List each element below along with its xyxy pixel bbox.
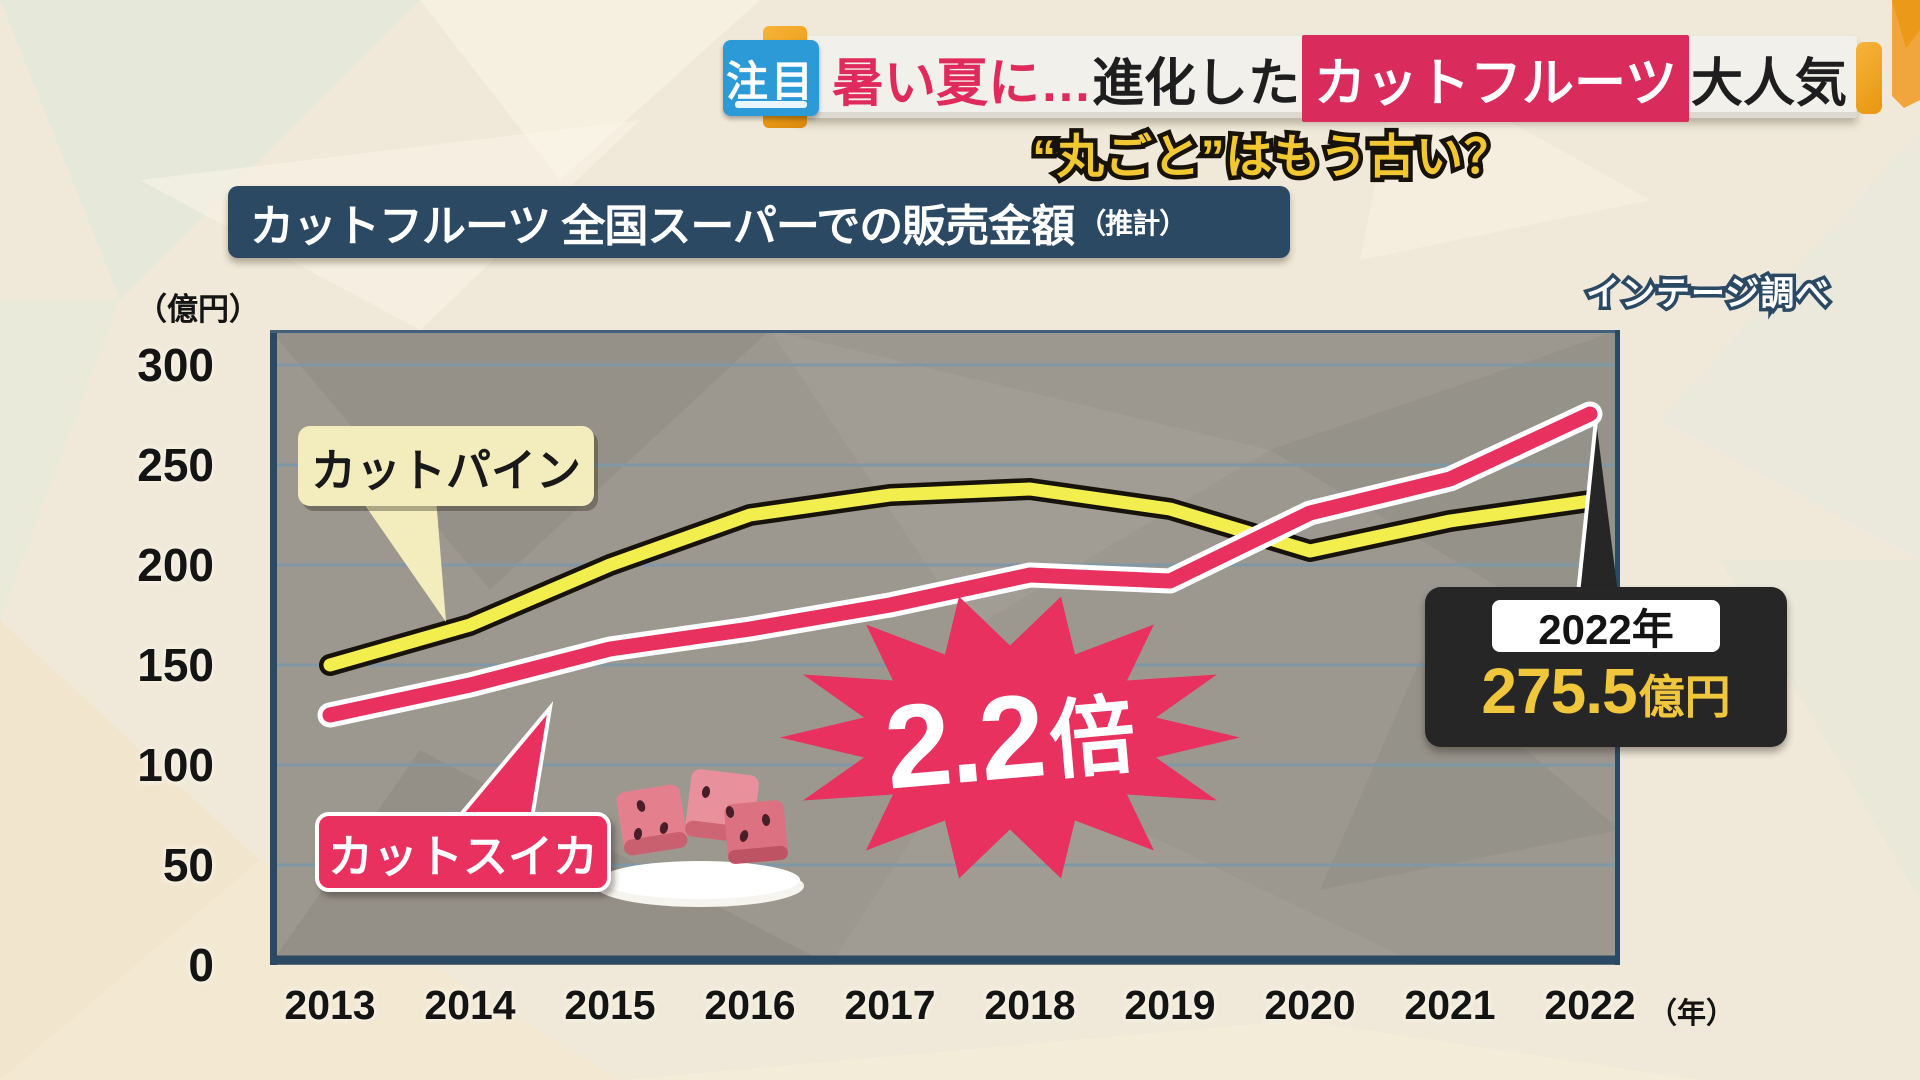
y-tick-label: 250 bbox=[137, 439, 214, 491]
gold-endbar bbox=[1856, 42, 1882, 114]
x-tick-label: 2018 bbox=[984, 982, 1076, 1028]
x-tick-label: 2015 bbox=[564, 982, 656, 1028]
value-callout: 2022年 275.5 億円 bbox=[1425, 587, 1787, 747]
subtitle: “丸ごと”はもう古い？ “丸ごと”はもう古い？ bbox=[1028, 126, 1516, 188]
x-tick-label: 2016 bbox=[704, 982, 796, 1028]
x-tick-label: 2019 bbox=[1124, 982, 1216, 1028]
x-tick-label: 2021 bbox=[1404, 982, 1496, 1028]
chart-title-suffix: （推計） bbox=[1078, 208, 1187, 239]
y-axis-unit-label: （億円） bbox=[136, 292, 260, 327]
x-tick-label: 2014 bbox=[424, 982, 516, 1028]
pine-line bbox=[323, 482, 1597, 672]
headline-part-pink: 暑い夏に… bbox=[832, 54, 1093, 113]
y-tick-label: 150 bbox=[137, 639, 214, 691]
y-tick-label: 300 bbox=[137, 339, 214, 391]
source-credit: インテージ調べ インテージ調べ bbox=[1582, 272, 1832, 317]
attention-badge-label: 注目 bbox=[725, 57, 816, 105]
y-tick-label: 0 bbox=[188, 939, 214, 991]
y-tick-label: 100 bbox=[137, 739, 214, 791]
x-tick-label: 2020 bbox=[1264, 982, 1356, 1028]
pine-series-label: カットパイン bbox=[298, 426, 594, 506]
x-tick-label: 2013 bbox=[284, 982, 376, 1028]
headline-highlight: カットフルーツ bbox=[1302, 34, 1689, 122]
x-tick-label: 2022 bbox=[1544, 982, 1636, 1028]
headline-part-dark2: 大人気 bbox=[1691, 54, 1848, 113]
callout-value: 275.5 億円 bbox=[1481, 655, 1731, 727]
badge-underline bbox=[735, 101, 807, 108]
headline-part-dark1: 進化した bbox=[1092, 54, 1301, 113]
suika-line bbox=[322, 406, 1598, 723]
headline: 暑い夏に… 進化した カットフルーツ 大人気 bbox=[832, 34, 1848, 122]
multiplier-burst: 2.2 倍 bbox=[775, 585, 1245, 890]
burst-shape bbox=[780, 596, 1240, 879]
suika-series-label: カットスイカ bbox=[315, 812, 611, 892]
y-tick-label: 200 bbox=[137, 539, 214, 591]
chart-title: カットフルーツ 全国スーパーでの販売金額 bbox=[250, 202, 1075, 251]
attention-badge: 注目 bbox=[723, 40, 819, 116]
chart-title-bar: カットフルーツ 全国スーパーでの販売金額 （推計） bbox=[228, 186, 1290, 258]
x-tick-label: 2017 bbox=[844, 982, 936, 1028]
multiplier-text: 2.2 倍 bbox=[879, 668, 1140, 815]
callout-year: 2022年 bbox=[1492, 600, 1720, 653]
x-axis-unit-label: （年） bbox=[1648, 998, 1736, 1030]
y-tick-label: 50 bbox=[162, 839, 214, 891]
